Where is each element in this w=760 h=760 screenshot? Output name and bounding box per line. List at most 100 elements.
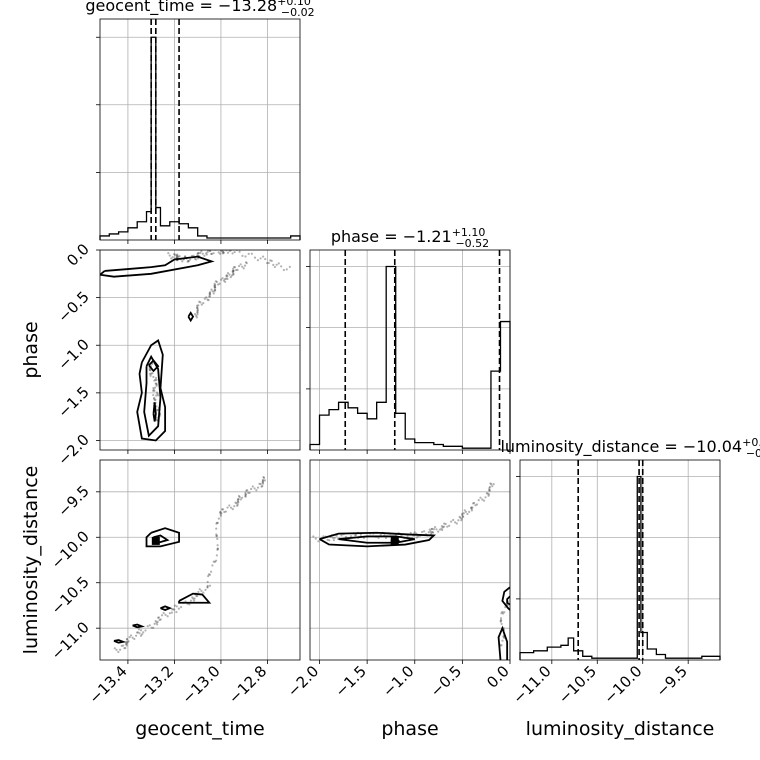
sample-point (149, 374, 152, 377)
contour-level (501, 586, 510, 611)
sample-point (501, 639, 504, 642)
sample-point (282, 268, 285, 272)
sample-point (229, 276, 232, 279)
sample-point (487, 493, 491, 496)
sample-point (178, 254, 181, 258)
sample-point (216, 537, 219, 540)
sample-point (237, 264, 241, 268)
sample-point (213, 560, 217, 563)
sample-point (440, 527, 443, 530)
y-axis-label-luminosity_distance: luminosity_distance (20, 466, 42, 655)
sample-point (118, 648, 122, 651)
sample-point (141, 633, 144, 636)
sample-point (259, 482, 262, 486)
sample-point (222, 248, 224, 250)
sample-point (230, 247, 232, 249)
y-tick-label: −11.0 (48, 618, 93, 663)
hist-title-geocent_time: geocent_time = −13.28+0.10 −0.02 (85, 0, 314, 19)
sample-point (245, 262, 248, 265)
sample-point (470, 506, 473, 509)
sample-point (499, 617, 503, 620)
sample-point (438, 528, 442, 531)
sample-point (452, 518, 455, 522)
contour-level (160, 605, 173, 611)
histogram-geocent_time (99, 36, 301, 240)
sample-point (113, 647, 116, 650)
sample-point (459, 516, 462, 519)
sample-point (171, 256, 174, 259)
sample-point (206, 250, 209, 254)
sample-point (196, 309, 199, 312)
sample-point (194, 258, 198, 261)
contour-level (178, 592, 212, 604)
title-sub: −0.02 (281, 6, 315, 19)
sample-point (155, 391, 159, 394)
sample-point (409, 531, 412, 535)
sample-point (236, 268, 239, 271)
sample-point (173, 253, 176, 256)
sample-point (285, 268, 288, 271)
sample-point (260, 485, 263, 488)
sample-point (156, 409, 159, 412)
sample-point (272, 263, 275, 267)
sample-point (210, 252, 213, 255)
y-tick-label: −1.5 (54, 383, 92, 421)
sample-point (261, 482, 265, 485)
sample-point (206, 584, 209, 587)
sample-point (175, 255, 178, 258)
sample-point (197, 251, 200, 255)
sample-point (221, 277, 224, 280)
sample-point (258, 482, 261, 485)
sample-point (210, 288, 213, 291)
sample-point (322, 535, 325, 538)
sample-point (349, 535, 353, 538)
sample-point (255, 489, 258, 492)
sample-point (326, 538, 329, 541)
sample-point (148, 368, 152, 372)
sample-point (244, 255, 247, 258)
sample-point (196, 306, 199, 309)
sample-point (236, 498, 240, 501)
sample-point (482, 499, 486, 502)
sample-point (189, 258, 192, 261)
sample-point (461, 515, 464, 518)
sample-point (168, 612, 171, 615)
sample-point (503, 611, 506, 614)
sample-point (197, 590, 200, 594)
sample-point (427, 531, 430, 534)
contour-level (132, 623, 146, 629)
sample-point (155, 418, 159, 421)
sample-point (168, 254, 171, 257)
contour-level (148, 359, 160, 373)
sample-point (228, 273, 231, 276)
y-tick-label: −9.5 (54, 482, 92, 520)
sample-point (457, 519, 460, 522)
sample-point (216, 547, 219, 550)
sample-point (224, 247, 226, 249)
sample-point (231, 508, 234, 511)
sample-point (203, 297, 206, 300)
sample-point (206, 586, 209, 589)
sample-point (214, 286, 217, 289)
sample-point (214, 280, 217, 283)
sample-point (219, 252, 222, 255)
sample-point (221, 252, 224, 255)
sample-point (153, 386, 157, 389)
sample-point (233, 250, 236, 254)
sample-point (262, 476, 265, 479)
sample-point (491, 485, 494, 488)
sample-point (238, 250, 241, 253)
sample-point (421, 530, 424, 534)
contour-level (113, 639, 127, 644)
sample-point (188, 603, 191, 606)
sample-point (208, 292, 211, 295)
sample-point (492, 483, 495, 486)
sample-point (196, 311, 199, 315)
sample-point (377, 536, 380, 539)
x-tick-label: −2.0 (284, 662, 322, 700)
sample-point (245, 489, 248, 492)
sample-point (216, 548, 219, 551)
x-tick-label: −9.5 (653, 662, 691, 700)
sample-point (450, 520, 453, 523)
contour-level (497, 625, 509, 660)
